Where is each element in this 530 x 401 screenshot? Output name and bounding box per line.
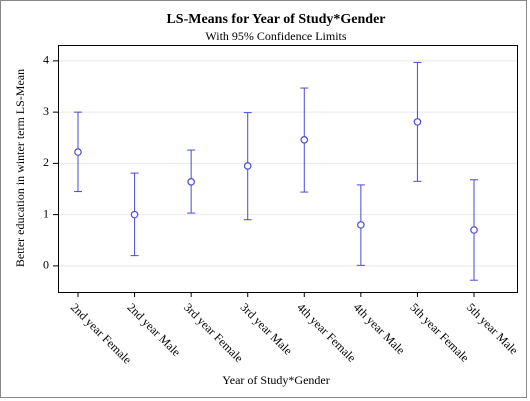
mean-marker: [413, 118, 422, 126]
chart-subtitle: With 95% Confidence Limits: [205, 29, 346, 43]
y-axis-label: Better education in winter term LS-Mean: [13, 69, 27, 267]
y-tick-label: 2: [43, 155, 49, 169]
y-tick-label: 3: [43, 104, 49, 118]
x-axis-label: Year of Study*Gender: [222, 373, 329, 387]
mean-marker: [243, 162, 252, 170]
mean-marker: [300, 136, 309, 144]
mean-marker: [357, 221, 365, 229]
y-tick-label: 4: [43, 53, 49, 67]
y-tick-label: 0: [43, 258, 49, 272]
chart-title: LS-Means for Year of Study*Gender: [166, 12, 385, 27]
mean-marker: [130, 210, 139, 219]
mean-marker: [470, 226, 478, 234]
mean-marker: [187, 178, 195, 186]
plot-frame: [58, 45, 518, 293]
y-tick-label: 1: [43, 206, 49, 220]
mean-marker: [74, 148, 82, 156]
